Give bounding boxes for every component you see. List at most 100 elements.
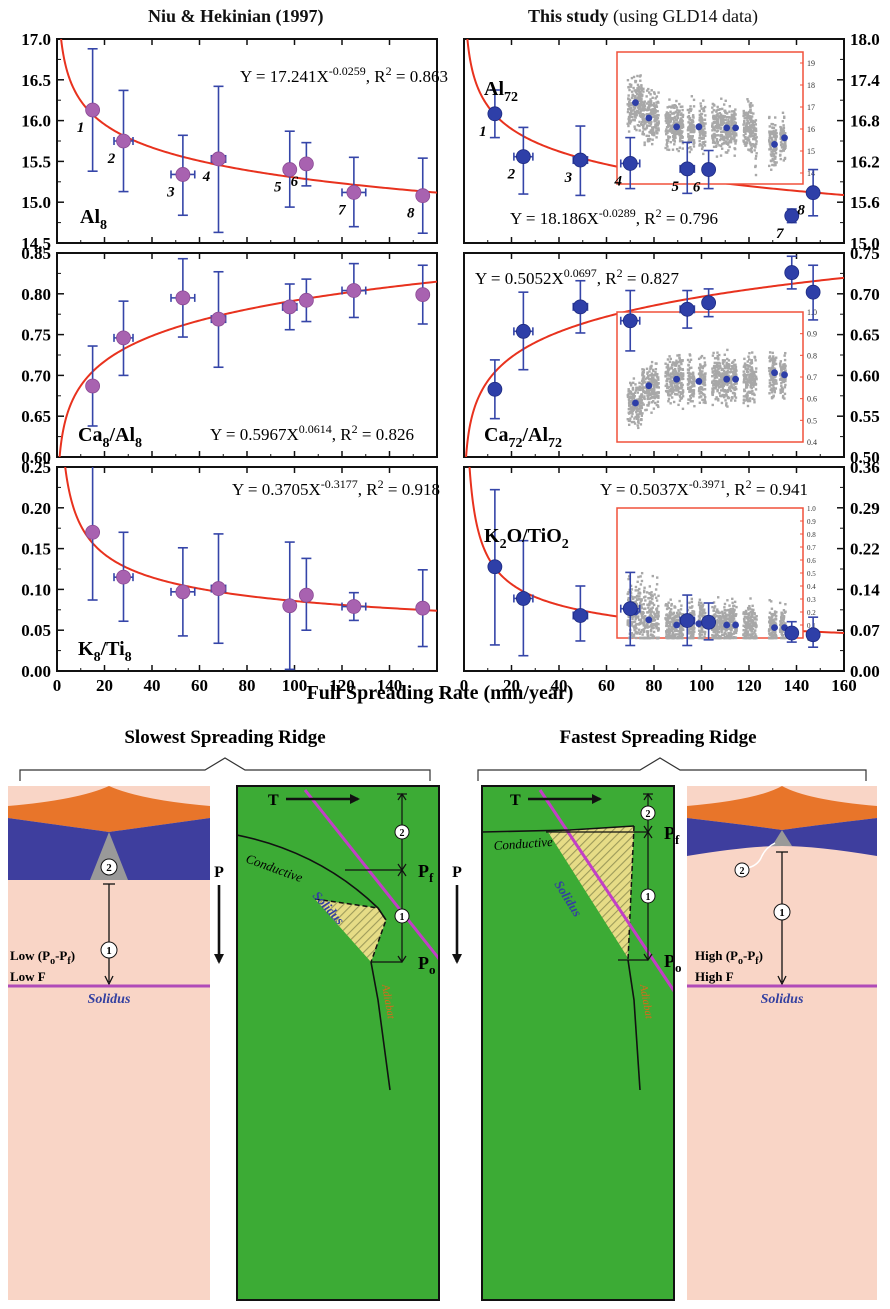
inset-dot (632, 625, 635, 628)
inset-dot (729, 130, 732, 134)
inset-dot (628, 98, 632, 102)
inset-dot (782, 146, 785, 149)
inset-dot (671, 385, 674, 389)
inset-dot (688, 373, 691, 377)
inset-dot (630, 588, 634, 591)
inset-dot (716, 371, 719, 375)
inset-dot (744, 625, 747, 629)
text-span: = 0.863 (392, 67, 448, 86)
marker (211, 581, 226, 596)
inset-dot (640, 109, 643, 112)
inset-dot (687, 111, 691, 114)
y-tick-label: 17.0 (21, 30, 51, 49)
inset-dot (627, 388, 630, 391)
inset-dot (651, 96, 654, 99)
inset-dot (718, 378, 721, 381)
inset-tick-label: 0.8 (807, 351, 817, 360)
inset-dot (719, 121, 723, 125)
inset-dot (774, 152, 778, 155)
inset-dot (667, 601, 670, 604)
inset-dot (648, 585, 652, 588)
inset-dot (700, 107, 703, 110)
inset-dot (780, 131, 784, 134)
inset-dot (726, 381, 729, 385)
inset-dot (779, 391, 782, 395)
inset-dot (743, 114, 747, 117)
inset-dot (774, 157, 777, 160)
inset-dot (746, 98, 749, 101)
inset-dot (672, 139, 675, 142)
inset-dot (673, 367, 677, 371)
inset-dot (773, 614, 776, 617)
inset-dot (644, 378, 647, 381)
inset-dot (630, 420, 634, 424)
equation: Y = 0.5967X0.0614, R2 = 0.826 (210, 422, 414, 444)
inset-dot (718, 611, 722, 614)
inset-dot (646, 397, 649, 401)
inset-dot (748, 103, 752, 106)
inset-dot (750, 624, 753, 627)
inset-mean (723, 375, 731, 383)
inset-dot (654, 124, 657, 127)
inset-dot (675, 147, 679, 151)
inset-dot (652, 91, 656, 94)
inset-dot (650, 142, 654, 146)
inset-dot (637, 413, 640, 416)
inset-dot (649, 396, 653, 400)
inset-dot (701, 370, 704, 373)
inset-dot (771, 384, 775, 387)
inset-dot (754, 164, 757, 168)
inset-dot (649, 98, 652, 101)
inset-dot (713, 126, 716, 130)
inset-dot (652, 611, 655, 614)
inset-dot (652, 378, 656, 381)
inset-dot (638, 129, 641, 132)
inset-dot (717, 636, 720, 640)
inset-dot (734, 396, 738, 399)
inset-dot (754, 119, 758, 122)
marker (701, 295, 717, 311)
data-point (341, 262, 367, 319)
marker (572, 608, 588, 623)
inset-dot (643, 589, 646, 592)
inset-dot (784, 379, 787, 382)
inset-dot (719, 135, 722, 138)
marker (679, 301, 695, 317)
marker (346, 283, 362, 298)
inset-dot (769, 153, 773, 156)
inset-dot (649, 596, 653, 600)
inset-dot (771, 149, 775, 153)
inset-dot (714, 613, 717, 616)
inset-dot (644, 386, 647, 389)
inset-dot (665, 132, 668, 136)
panel-variable-label: Al72 (484, 78, 518, 105)
inset-dot (648, 608, 651, 612)
inset-dot (634, 616, 638, 619)
inset-dot (648, 130, 651, 134)
inset-mean (781, 371, 788, 379)
inset-dot (631, 388, 635, 391)
inset-dot (735, 382, 738, 385)
inset-dot (780, 382, 783, 385)
inset-dot (749, 384, 753, 387)
inset-dot (748, 616, 752, 620)
inset-dot (654, 371, 657, 374)
inset-dot (637, 85, 640, 89)
inset-dot (688, 139, 692, 142)
inset-dot (715, 114, 718, 117)
inset-dot (653, 396, 656, 400)
inset-dot (749, 144, 753, 147)
inset-dot (627, 392, 630, 395)
inset-dot (717, 380, 721, 384)
inset-dot (640, 103, 644, 107)
inset-dot (747, 125, 750, 129)
inset-dot (750, 612, 754, 616)
inset-dot (629, 584, 633, 588)
inset-dot (666, 619, 670, 623)
inset-dot (638, 102, 642, 106)
inset-dot (667, 368, 671, 371)
inset-dot (715, 115, 718, 119)
y-tick-label: 0.75 (850, 244, 880, 263)
text-span: Ca (78, 424, 102, 446)
inset-dot (742, 617, 746, 621)
